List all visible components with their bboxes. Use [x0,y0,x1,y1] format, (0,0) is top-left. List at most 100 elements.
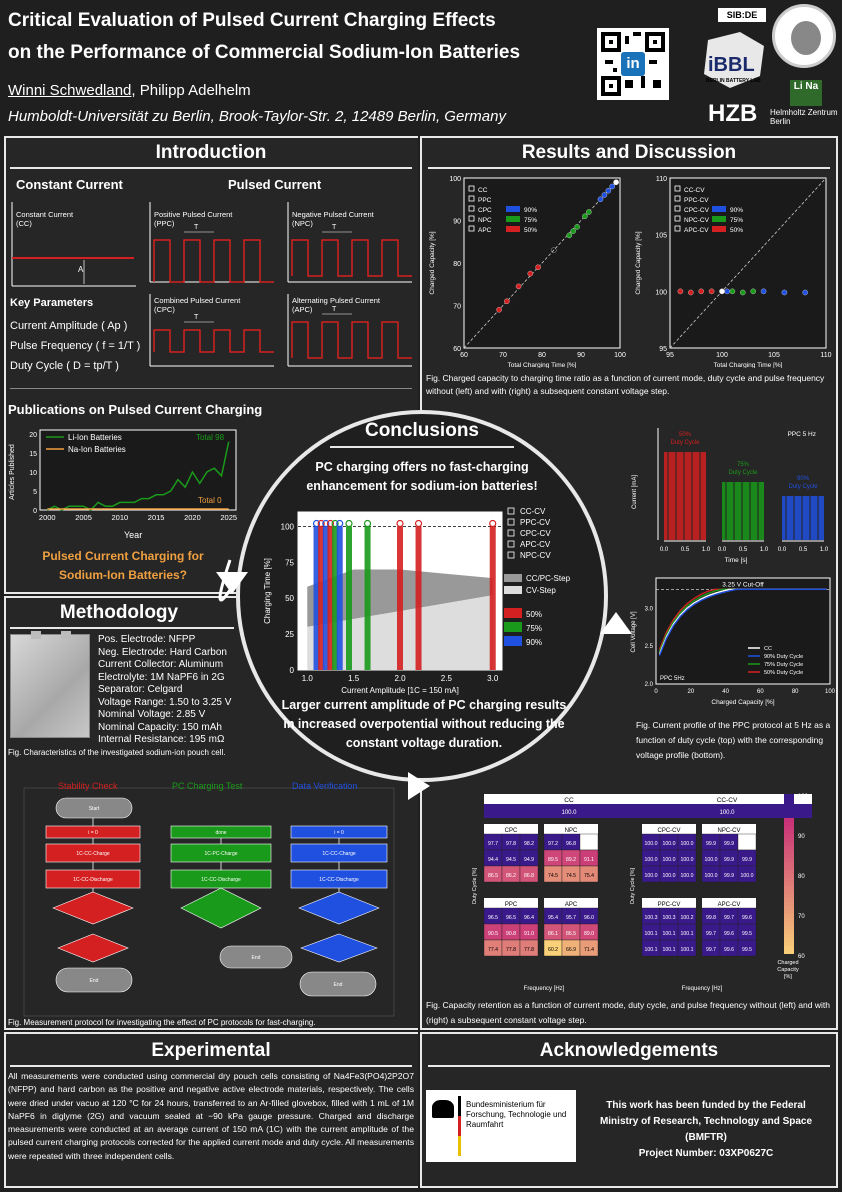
data-point [724,288,730,295]
conclusion-bar [313,526,320,670]
duty-swatch [506,206,520,212]
legend-swatch [504,608,522,618]
pouch-cell-image [10,631,90,738]
flow-terminal [219,945,293,969]
heat-value: 94.5 [506,857,516,863]
flow-decision [298,891,380,925]
y-axis-label: Current [mA] [632,475,638,509]
colorbar-label: Charged [777,960,798,966]
duty-label: Duty Cycle [670,440,700,446]
legend-label: 75% [526,624,542,633]
pub-total-na: Total 0 [198,496,222,505]
heat-value: 98.2 [524,841,534,847]
colorbar-step [784,926,794,930]
duty-swatch [712,206,726,212]
heat-title-bg [544,824,598,834]
legend-marker [468,185,475,192]
colorbar-step [784,794,794,798]
arrow-bottom-icon [408,772,430,800]
heat-value: 71.4 [584,947,594,953]
flow-box-label: 1C-CC-Discharge [319,877,359,883]
legend-marker [507,551,515,559]
colorbar-step [784,882,794,886]
param-amplitude: Current Amplitude ( Ap ) [10,320,128,332]
cell-property: Neg. Electrode: Hard Carbon [98,646,227,658]
x-axis-label: Charged Capacity [%] [711,699,774,706]
duty-label: 90% [797,476,810,482]
data-point [750,288,756,295]
data-point [760,288,767,295]
results-title: Results and Discussion [521,142,737,163]
heat-value: 89.2 [566,857,576,863]
heat-value: 90.8 [506,931,516,937]
plot-frame [655,577,831,685]
y-tick: 110 [656,176,667,183]
x-tick: 2025 [220,513,237,522]
heat-value: 97.8 [506,841,516,847]
heat-value: 77.4 [488,947,498,953]
cc-waveform: A Constant Current (CC) [11,202,136,287]
x-tick: 1.5 [348,674,360,683]
legend-marker [468,205,475,212]
cc-title: CC [564,797,574,804]
flow-box-label: 1C-CC-Charge [322,851,356,857]
heat-value: 100.1 [663,931,676,937]
heat-value: 86.5 [488,873,498,879]
y-tick: 5 [33,489,37,496]
flow-decision [57,933,129,963]
heat-value: 100.0 [705,857,718,863]
heat-title: CPC [505,828,518,834]
qr-code[interactable]: in [597,28,669,100]
heat-value: 99.7 [706,931,716,937]
experimental-panel [4,1032,418,1188]
heat-value: 96.0 [584,915,594,921]
conclusion-marker [345,519,353,528]
data-point [504,298,510,305]
y-tick: 95 [659,346,667,353]
heat-value: 86.2 [506,873,516,879]
cc-heading: Constant Current [16,177,123,192]
x-tick: 80 [792,689,799,695]
heat-value: 100.0 [741,873,754,879]
linkedin-icon: in [621,52,645,76]
data-point [550,247,557,254]
heat-title: NPC [565,828,578,834]
ppc-title: PPC 5 Hz [787,431,816,438]
data-point [597,196,604,202]
heat-value: 86.8 [524,873,534,879]
flow-box-label: 1C-CC-Charge [76,851,110,857]
heat-title-bg [702,898,756,908]
acknowledgements-panel [420,1032,838,1188]
data-point [574,224,580,230]
capacity-heatmaps: CC 100.0 CPC 97.7 97.8 98.2 94.4 94.5 94.9 86.5 86… [424,786,836,994]
x-tick: 2000 [39,513,56,522]
heat-value: 100.0 [645,857,658,863]
heat-value: 90.5 [488,931,498,937]
heat-value: 96.8 [566,841,576,847]
legend-label: NPC [478,217,492,224]
lina-logo: Li Na [790,80,822,106]
heat-value: 100.3 [645,915,658,921]
duty-label: 75% [730,217,743,224]
colorbar-step [784,842,794,846]
pulse-line [291,321,412,359]
heat-value: 100.0 [681,873,694,879]
heat-value: 100.0 [645,873,658,879]
affiliation: Humboldt-Universität zu Berlin, Brook-Ta… [8,108,506,125]
plot-frame [39,429,237,511]
legend-label: CPC-CV [684,207,710,214]
pc-for-sib-question: Pulsed Current Charging for Sodium-Ion B… [42,549,204,582]
duty-label: 90% [524,207,537,214]
legend-marker [468,225,475,232]
flow-box-label: 1C-CC-Discharge [73,877,113,883]
flow-terminal [55,967,133,993]
heat-value: 100.0 [663,873,676,879]
heat-cell [519,939,539,957]
heat-title: NPC-CV [717,828,740,834]
x-tick: 0.0 [718,547,727,553]
y-axis-label: Articles Published [9,444,16,500]
legend-label: CV-Step [526,586,556,595]
x-tick: 1.0 [820,547,829,553]
heat-cell [677,939,697,957]
conclusion-bar [336,526,343,670]
